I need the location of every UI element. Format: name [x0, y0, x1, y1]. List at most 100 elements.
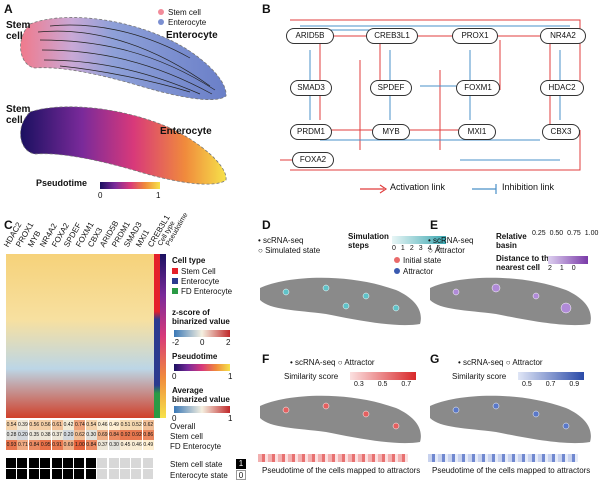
avg-cell: 0.46 [131, 440, 143, 450]
panel-b-label: B [262, 2, 271, 16]
state-cell [63, 469, 74, 479]
state-cell [17, 469, 29, 479]
avg-row-label-fd: FD Enterocyte [170, 442, 222, 451]
avg-cell: 0.92 [120, 430, 131, 440]
legend-celltype-fd: FD Enterocyte [181, 287, 233, 296]
g-sim-values: 0.5 0.7 0.9 [522, 381, 580, 388]
e-dist-bar [548, 256, 588, 264]
gene-node-mxi1: MXI1 [458, 124, 496, 140]
avg-row-label-stem: Stem cell [170, 432, 203, 441]
legend-avg-bar [174, 406, 230, 413]
f-sim-title: Similarity score [284, 372, 339, 381]
avg-cell: 0.54 [6, 420, 17, 430]
legend-inhibition-link: Inhibition link [502, 182, 555, 192]
panel-d-cell-plot [260, 277, 421, 326]
state-cell [131, 458, 143, 468]
legend-pseudotime-max: 1 [228, 372, 233, 381]
d-legend-attractor: Attractor [403, 267, 434, 276]
panel-a-label: A [4, 2, 13, 16]
state-label-stem: Stem cell state [170, 460, 223, 469]
state-cell [51, 458, 63, 468]
legend-zscore-bar [174, 330, 230, 337]
state-label-enterocyte: Enterocyte state [170, 471, 228, 480]
avg-cell: 0.84 [108, 430, 120, 440]
panel-g-label: G [430, 352, 440, 366]
legend-avg-max: 1 [228, 414, 233, 423]
gene-node-foxm1: FOXM1 [456, 80, 500, 96]
avg-cell: 0.30 [108, 440, 120, 450]
panel-a-stem-label-bottom: Stem cell [6, 104, 31, 126]
legend-pseudotime-title: Pseudotime [172, 352, 218, 361]
legend-stem-cell: Stem cell [168, 8, 201, 17]
state-cell [97, 469, 109, 479]
state-cell [17, 458, 29, 468]
state-cell [40, 469, 52, 479]
state-cell [108, 458, 120, 468]
g-sim-bar [518, 372, 584, 380]
state-cell [51, 469, 63, 479]
legend-zscore-min: -2 [172, 338, 180, 347]
avg-cell: 0.20 [17, 430, 29, 440]
panel-a-colorbar-max: 1 [156, 191, 161, 200]
avg-cell: 0.61 [51, 420, 63, 430]
f-legend-attractor: Attractor [344, 358, 375, 367]
gene-node-nr4a2: NR4A2 [540, 28, 586, 44]
panel-a-stem-label-top: Stem cell [6, 20, 31, 42]
d-legend-initial: Initial state [403, 256, 442, 265]
avg-cell: 0.20 [63, 430, 74, 440]
avg-cell: 0.49 [142, 440, 154, 450]
avg-cell: 0.84 [28, 440, 40, 450]
avg-cell: 0.62 [142, 420, 154, 430]
legend-celltype-enterocyte: Enterocyte [181, 277, 220, 286]
avg-cell: 0.62 [74, 430, 86, 440]
g-pseudotime-strip [428, 454, 578, 462]
panel-a-pseudotime-plot [20, 106, 227, 185]
state-cell [85, 469, 97, 479]
gene-node-myb: MYB [372, 124, 410, 140]
avg-cell: 0.92 [131, 430, 143, 440]
d-legend-scrna: scRNA-seq [263, 236, 304, 245]
d-steps-ticks: 012345 [392, 245, 446, 252]
state-cell [142, 458, 154, 468]
e-legend-attractor: Attractor [434, 246, 465, 255]
state-cell [108, 469, 120, 479]
state-cell [131, 469, 143, 479]
gene-node-cbx3: CBX3 [542, 124, 580, 140]
f-pseudotime-strip [258, 454, 408, 462]
legend-zscore-max: 2 [226, 338, 231, 347]
avg-cell: 0.56 [40, 420, 52, 430]
d-steps-bar [392, 236, 446, 244]
avg-cell: 0.35 [28, 430, 40, 440]
panel-g-cell-plot [430, 395, 591, 444]
state-cell [6, 458, 17, 468]
state-cell [142, 469, 154, 479]
state-cell [120, 469, 131, 479]
panel-c-column-headers: HDAC2 PROX1 MYB NR4A2 FOXA2 SPDEF FOXM1 … [2, 212, 189, 252]
legend-avg-min: 0 [172, 414, 177, 423]
avg-cell: 0.45 [120, 440, 131, 450]
state-cell [120, 458, 131, 468]
e-dist-values: 2 1 0 [548, 265, 576, 272]
gene-node-spdef: SPDEF [370, 80, 412, 96]
f-legend-scrna: scRNA-seq [295, 358, 336, 367]
gene-node-foxa2: FOXA2 [292, 152, 334, 168]
avg-cell: 0.93 [6, 440, 17, 450]
avg-cell: 0.30 [85, 430, 97, 440]
e-basin-title: Relative basin [496, 232, 527, 250]
g-legend-scrna: scRNA-seq [463, 358, 504, 367]
state-cell [85, 458, 97, 468]
d-steps-title: Simulation steps [348, 232, 389, 250]
avg-cell: 0.49 [108, 420, 120, 430]
avg-cell: 0.38 [40, 430, 52, 440]
panel-c-celltype-bar [154, 254, 160, 418]
avg-cell: 0.37 [51, 430, 63, 440]
panel-d-label: D [262, 218, 271, 232]
avg-cell: 0.28 [6, 430, 17, 440]
avg-row-label-overall: Overall [170, 422, 196, 431]
avg-cell: 0.69 [63, 440, 74, 450]
legend-celltype-title: Cell type [172, 256, 206, 265]
d-legend-sim: Simulated state [265, 246, 321, 255]
gene-node-arid5b: ARID5B [286, 28, 334, 44]
legend-pseudotime-bar [174, 364, 230, 371]
avg-cell: 0.71 [17, 440, 29, 450]
